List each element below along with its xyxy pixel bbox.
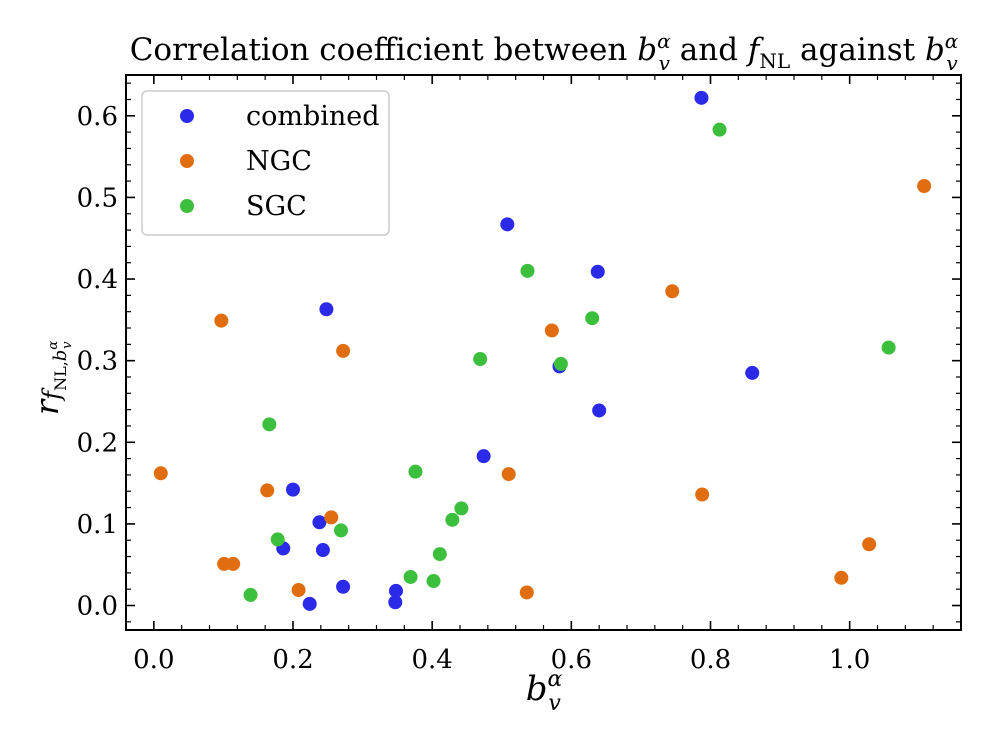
point-ngc bbox=[153, 466, 168, 481]
title-b1-sup: α bbox=[657, 29, 671, 53]
point-ngc bbox=[519, 585, 534, 600]
x-tick-label: 0.4 bbox=[411, 645, 452, 675]
point-sgc bbox=[270, 532, 285, 547]
y-axis-label-b-sup: α bbox=[46, 341, 61, 350]
legend-box bbox=[141, 90, 390, 236]
x-tick-label: 0.2 bbox=[272, 645, 313, 675]
point-sgc bbox=[334, 523, 349, 538]
y-axis-label-b: b bbox=[50, 350, 71, 362]
point-sgc bbox=[403, 569, 418, 584]
title-suffix: against bbox=[790, 32, 925, 68]
point-combined bbox=[315, 543, 330, 558]
y-tick-label: 0.5 bbox=[77, 183, 118, 213]
point-sgc bbox=[553, 356, 568, 371]
x-axis-label: bα v bbox=[526, 667, 563, 716]
point-sgc bbox=[426, 574, 441, 589]
point-ngc bbox=[862, 537, 877, 552]
point-combined bbox=[286, 482, 300, 497]
y-axis-label-r: r bbox=[28, 398, 66, 415]
chart-title: Correlation coefficient between bα v and … bbox=[130, 29, 959, 75]
y-tick-label: 0.0 bbox=[77, 592, 118, 622]
title-b1-sub: v bbox=[659, 51, 671, 75]
x-tick-label: 1.0 bbox=[829, 645, 870, 675]
y-tick-label: 0.1 bbox=[77, 510, 118, 540]
point-ngc bbox=[917, 179, 932, 193]
y-tick-label: 0.3 bbox=[77, 347, 118, 377]
legend: combined NGC SGC bbox=[141, 90, 390, 236]
point-combined bbox=[592, 403, 607, 418]
point-combined bbox=[476, 449, 491, 464]
x-tick-label: 0.8 bbox=[690, 645, 731, 675]
point-ngc bbox=[226, 556, 241, 571]
point-combined bbox=[302, 596, 317, 611]
x-axis-label-sub: v bbox=[548, 691, 561, 716]
point-combined bbox=[312, 515, 327, 530]
legend-marker-combined bbox=[180, 109, 194, 123]
point-ngc bbox=[695, 487, 710, 502]
title-b2-sub: v bbox=[946, 51, 958, 75]
title-b2-sup: α bbox=[945, 29, 959, 53]
y-tick-label: 0.4 bbox=[77, 265, 118, 295]
point-sgc bbox=[454, 501, 469, 516]
y-axis-label-b-sub: v bbox=[60, 341, 75, 349]
title-middle: and bbox=[670, 32, 748, 68]
legend-label-combined: combined bbox=[246, 101, 380, 132]
title-b2: b bbox=[925, 32, 945, 68]
tick-labels: 0.0 0.2 0.4 0.6 0.8 1.0 0.0 0.1 0.2 0.3 0.4 0.5 0.6 bbox=[77, 102, 871, 675]
point-sgc bbox=[712, 122, 727, 137]
y-axis-label: rfNL,bαv bbox=[28, 341, 75, 415]
x-tick-label: 0.0 bbox=[133, 645, 174, 675]
point-combined bbox=[590, 264, 605, 279]
point-ngc bbox=[291, 583, 306, 598]
legend-marker-sgc bbox=[180, 199, 194, 213]
legend-label-ngc: NGC bbox=[246, 146, 312, 177]
legend-marker-ngc bbox=[180, 154, 194, 168]
point-combined bbox=[745, 365, 760, 380]
point-combined bbox=[388, 595, 403, 610]
x-axis-label-base: b bbox=[526, 669, 548, 709]
point-combined bbox=[319, 302, 334, 317]
x-axis-label-sup: α bbox=[547, 667, 562, 692]
point-ngc bbox=[544, 323, 559, 338]
x-tick-label: 0.6 bbox=[551, 645, 592, 675]
point-sgc bbox=[262, 417, 277, 432]
point-sgc bbox=[243, 587, 258, 602]
point-ngc bbox=[665, 284, 680, 299]
point-combined bbox=[336, 579, 351, 594]
y-tick-label: 0.2 bbox=[77, 428, 118, 458]
point-ngc bbox=[260, 483, 275, 498]
point-ngc bbox=[214, 313, 229, 328]
plot-frame bbox=[125, 74, 962, 631]
point-sgc bbox=[432, 547, 447, 562]
point-sgc bbox=[881, 340, 896, 355]
title-b1: b bbox=[637, 32, 657, 68]
data-points bbox=[153, 90, 932, 611]
point-combined bbox=[388, 583, 403, 598]
point-sgc bbox=[408, 464, 423, 479]
y-axis-label-nl: NL, bbox=[51, 361, 70, 391]
y-tick-label: 0.6 bbox=[77, 102, 118, 132]
point-sgc bbox=[585, 311, 600, 326]
point-ngc bbox=[834, 570, 849, 585]
point-sgc bbox=[445, 512, 460, 527]
point-combined bbox=[500, 217, 515, 232]
point-ngc bbox=[501, 467, 516, 482]
legend-label-sgc: SGC bbox=[246, 191, 307, 222]
title-f-sub: NL bbox=[759, 49, 790, 73]
point-ngc bbox=[324, 510, 339, 525]
point-sgc bbox=[520, 263, 535, 278]
title-prefix: Correlation coefficient between bbox=[130, 32, 638, 68]
point-combined bbox=[694, 90, 709, 105]
point-sgc bbox=[473, 352, 488, 367]
point-ngc bbox=[336, 343, 351, 358]
